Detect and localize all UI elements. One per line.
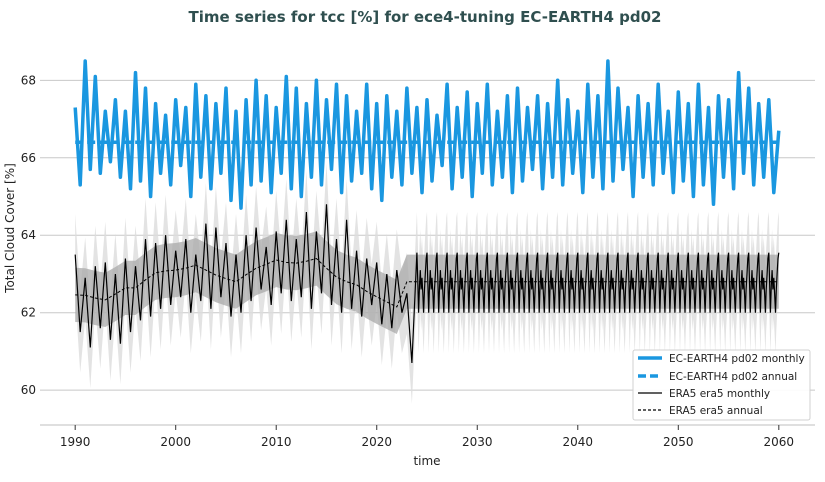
legend-label-era5-annual: ERA5 era5 annual	[669, 405, 763, 417]
era5-bands	[75, 163, 779, 404]
y-axis-ticks: 60 62 64 66 68	[21, 73, 36, 397]
model-monthly-line	[73, 59, 781, 210]
x-axis-label: time	[413, 454, 440, 468]
y-tick-label-62: 62	[21, 306, 36, 320]
x-tick-label-2050: 2050	[663, 435, 694, 449]
era5-annual-std-band	[75, 231, 779, 334]
x-axis-ticks: 1990 2000 2010 2020 2030 2040 2050 2060	[60, 425, 794, 449]
legend-label-model-monthly: EC-EARTH4 pd02 monthly	[669, 353, 805, 365]
x-tick-label-2030: 2030	[462, 435, 493, 449]
x-tick-label-2060: 2060	[764, 435, 795, 449]
y-tick-label-60: 60	[21, 383, 36, 397]
x-tick-label-2000: 2000	[160, 435, 191, 449]
x-tick-label-2040: 2040	[563, 435, 594, 449]
legend-box	[632, 349, 811, 421]
x-tick-label-2020: 2020	[361, 435, 392, 449]
era5-annual-line	[75, 257, 779, 308]
series-lines	[73, 59, 781, 364]
legend: EC-EARTH4 pd02 monthly EC-EARTH4 pd02 an…	[632, 349, 811, 421]
era5-monthly-line	[74, 204, 780, 364]
chart-title: Time series for tcc [%] for ece4-tuning …	[189, 8, 662, 26]
legend-label-era5-monthly: ERA5 era5 monthly	[669, 388, 770, 400]
y-axis-label: Total Cloud Cover [%]	[3, 163, 17, 294]
x-tick-label-2010: 2010	[261, 435, 292, 449]
legend-label-model-annual: EC-EARTH4 pd02 annual	[669, 371, 797, 383]
x-tick-label-1990: 1990	[60, 435, 91, 449]
y-tick-label-66: 66	[21, 151, 36, 165]
y-tick-label-64: 64	[21, 228, 36, 242]
y-tick-label-68: 68	[21, 73, 36, 87]
